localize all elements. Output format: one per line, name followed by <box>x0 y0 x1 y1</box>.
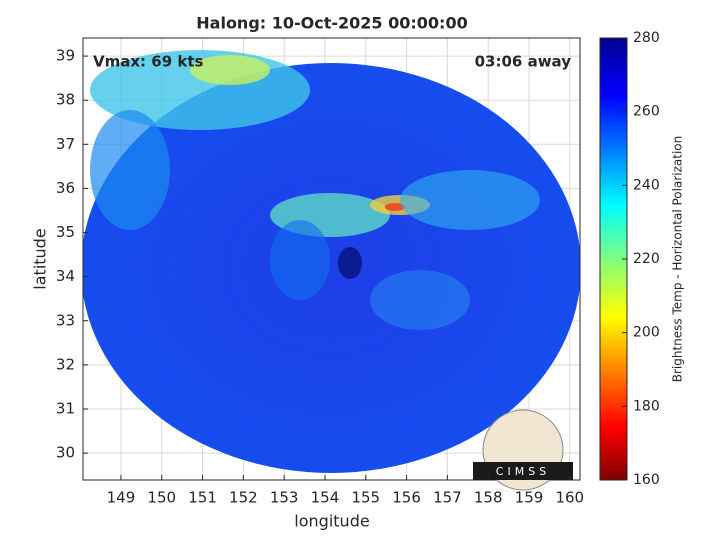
colorbar-tick-label: 200 <box>633 325 660 341</box>
chart-title: Halong: 10-Oct-2025 00:00:00 <box>196 14 467 33</box>
x-tick-label: 158 <box>474 489 503 507</box>
x-tick-label: 154 <box>311 489 340 507</box>
x-tick-label: 157 <box>433 489 462 507</box>
y-tick-label: 33 <box>56 311 75 329</box>
swath <box>83 50 580 473</box>
colorbar-tick-label: 260 <box>633 104 660 120</box>
y-tick-label: 35 <box>56 223 75 241</box>
x-tick-label: 152 <box>229 489 258 507</box>
logo: CIMSS <box>473 409 573 491</box>
colorbar-label: Brightness Temp - Horizontal Polarizatio… <box>671 136 685 383</box>
y-tick-label: 38 <box>56 91 75 109</box>
logo-text: CIMSS <box>496 465 550 478</box>
y-axis-label: latitude <box>31 228 50 289</box>
annotation: Vmax: 69 kts <box>93 53 203 71</box>
plot-frame <box>82 37 581 481</box>
colorbar-tick-label: 240 <box>633 177 660 193</box>
x-tick-label: 155 <box>351 489 380 507</box>
y-tick-label: 37 <box>56 135 75 153</box>
colorbar-tick-label: 220 <box>633 251 660 267</box>
x-tick-label: 150 <box>147 489 176 507</box>
colorbar-tick-label: 280 <box>633 30 660 46</box>
x-tick-label: 153 <box>270 489 299 507</box>
x-tick-label: 156 <box>392 489 421 507</box>
x-tick-label: 151 <box>188 489 217 507</box>
x-tick-label: 159 <box>515 489 544 507</box>
x-tick-label: 160 <box>555 489 584 507</box>
x-tick-label: 149 <box>107 489 136 507</box>
y-tick-label: 36 <box>56 179 75 197</box>
colorbar-tick-label: 180 <box>633 398 660 414</box>
y-tick-label: 34 <box>56 267 75 285</box>
y-tick-label: 30 <box>56 444 75 462</box>
x-axis-label: longitude <box>294 512 369 531</box>
colorbar-tick-label: 160 <box>633 472 660 488</box>
annotation: 03:06 away <box>475 53 572 71</box>
y-tick-label: 39 <box>56 47 75 65</box>
y-tick-label: 31 <box>56 399 75 417</box>
y-tick-label: 32 <box>56 355 75 373</box>
